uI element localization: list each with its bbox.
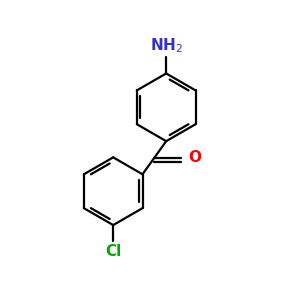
Text: NH$_2$: NH$_2$ bbox=[150, 36, 183, 55]
Text: Cl: Cl bbox=[105, 244, 121, 259]
Text: O: O bbox=[188, 150, 201, 165]
